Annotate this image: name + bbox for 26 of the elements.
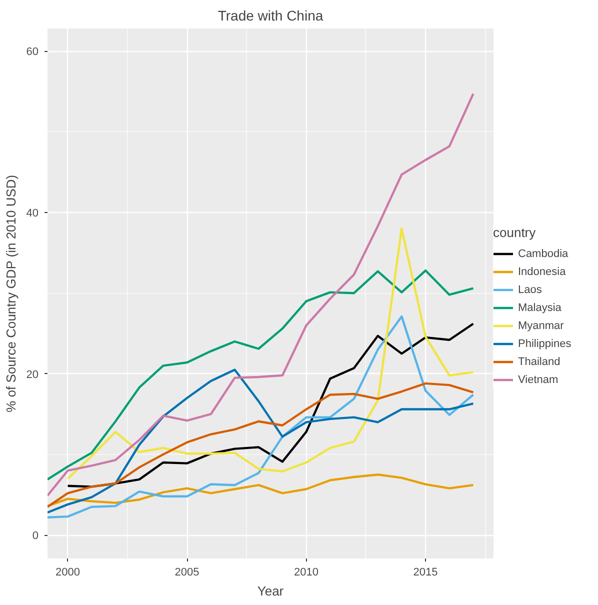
y-tick-label: 0: [32, 530, 39, 542]
x-tick-label: 2005: [174, 566, 200, 578]
x-tick-label: 2015: [413, 566, 438, 578]
x-tick-label: 2010: [294, 566, 319, 578]
y-axis-title: % of Source Country GDP (in 2010 USD): [3, 174, 18, 412]
x-tick-label: 2000: [56, 566, 80, 578]
legend-label: Indonesia: [518, 264, 566, 280]
legend-label: Malaysia: [518, 300, 562, 316]
legend-label: Laos: [518, 282, 542, 298]
legend-label: Philippines: [518, 336, 572, 352]
legend-label: Cambodia: [518, 246, 568, 262]
line-series: [48, 92, 474, 497]
y-tick-label: 40: [26, 207, 39, 220]
line-series: [48, 315, 474, 518]
legend-title: country: [493, 225, 537, 240]
x-axis-title: Year: [257, 584, 284, 598]
chart-title: Trade with China: [218, 8, 324, 24]
line-series: [48, 269, 474, 481]
y-tick-label: 20: [26, 368, 39, 381]
legend-label: Myanmar: [518, 318, 564, 334]
y-tick-label: 60: [26, 46, 39, 58]
legend-label: Vietnam: [518, 372, 558, 388]
legend-label: Thailand: [518, 354, 560, 370]
line-series: [48, 474, 474, 508]
line-series: [66, 322, 474, 488]
line-series: [66, 227, 474, 480]
